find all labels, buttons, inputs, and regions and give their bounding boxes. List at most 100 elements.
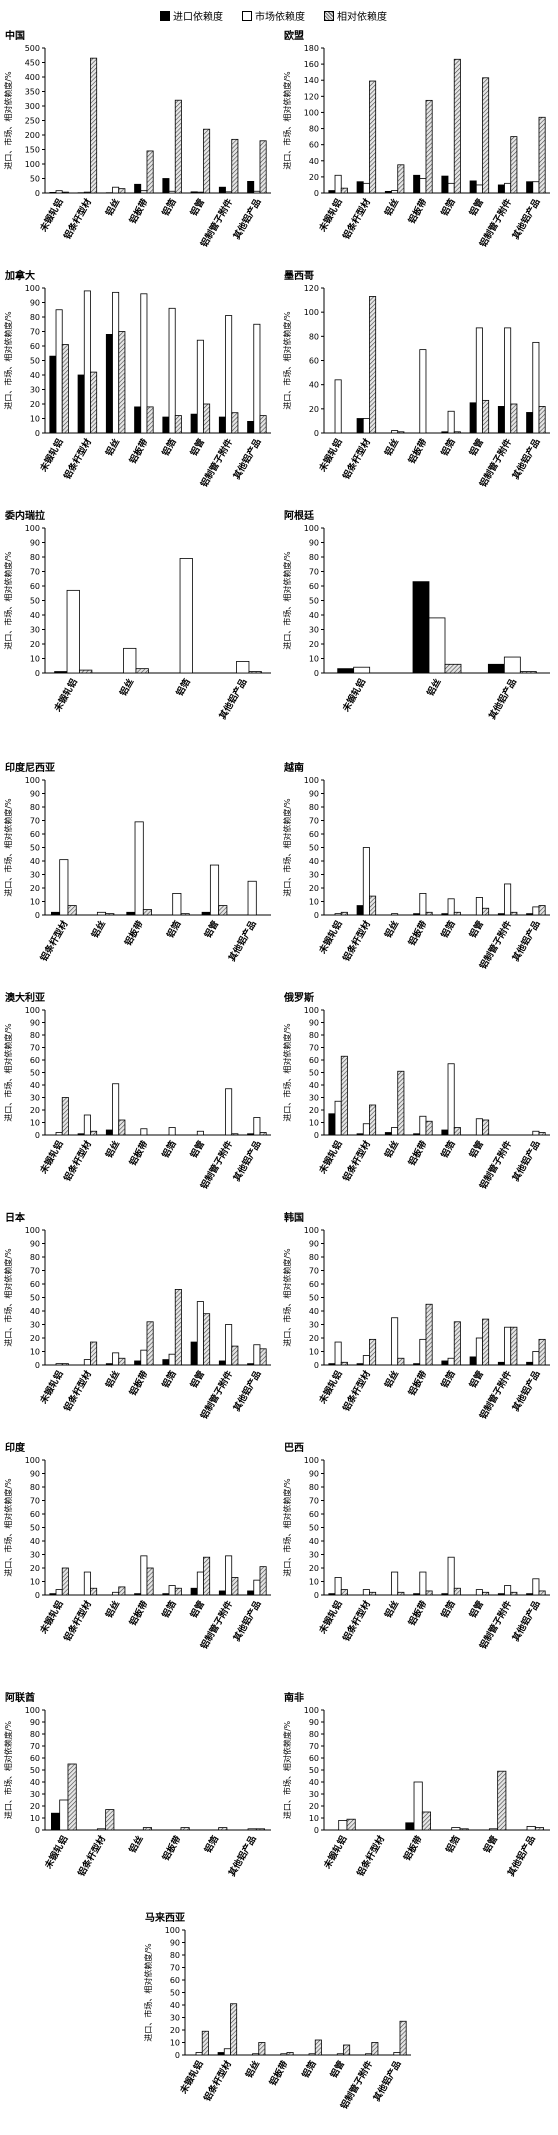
bar-relative	[67, 905, 77, 916]
bar-market	[504, 327, 512, 434]
y-tick-label: 10	[30, 898, 40, 907]
y-tick-label: 90	[30, 790, 40, 799]
x-tick-label: 铝箔	[438, 919, 457, 941]
bar-import	[487, 663, 505, 674]
x-tick-label: 铝丝	[103, 1599, 122, 1621]
x-tick-label: 铝丝	[103, 197, 122, 219]
bar-market	[475, 1589, 483, 1596]
y-axis-label: 进口、市场、相对依赖度/%	[3, 71, 13, 170]
y-tick-label: 140	[304, 76, 319, 85]
bar-relative	[142, 1827, 152, 1831]
bar-market	[247, 880, 257, 916]
bar-market	[419, 1115, 427, 1136]
y-tick-label: 80	[30, 1031, 40, 1040]
bar-relative	[231, 1345, 239, 1366]
bar-import	[247, 420, 255, 434]
x-tick-label: 其他铝产品	[510, 197, 543, 242]
y-tick-label: 90	[309, 790, 319, 799]
x-tick-label: 其他铝产品	[231, 437, 264, 482]
bar-market	[336, 2053, 344, 2056]
bar-import	[54, 671, 68, 674]
y-tick-label: 50	[30, 1524, 40, 1533]
x-tick-label: 铝丝	[424, 677, 443, 699]
bar-market	[247, 1828, 257, 1831]
x-tick-label: 铝管	[188, 1139, 207, 1161]
y-tick-label: 20	[309, 173, 319, 182]
chart-title: 加拿大	[4, 269, 35, 282]
y-tick-label: 20	[30, 1802, 40, 1811]
bar-market	[419, 178, 427, 194]
bar-import	[218, 186, 226, 194]
chart-title: 马来西亚	[145, 1911, 185, 1924]
y-tick-label: 100	[25, 284, 40, 293]
bar-import	[51, 1812, 61, 1831]
bar-market	[503, 656, 521, 674]
bar-market	[391, 1127, 399, 1136]
bar-market	[362, 1355, 370, 1366]
x-tick-label: 其他铝产品	[486, 677, 519, 722]
x-tick-label: 铝箔	[438, 437, 457, 459]
y-tick-label: 20	[30, 1106, 40, 1115]
bar-import	[328, 1113, 336, 1136]
bar-relative	[482, 399, 490, 434]
bar-relative	[90, 1341, 98, 1366]
y-tick-label: 20	[309, 1564, 319, 1573]
bar-import	[105, 1363, 113, 1366]
x-tick-label: 铝丝	[89, 919, 108, 941]
y-tick-label: 80	[30, 1253, 40, 1262]
bar-import	[49, 192, 57, 194]
bar-market	[168, 190, 176, 194]
bar-relative	[203, 128, 211, 194]
y-tick-label: 20	[309, 1106, 319, 1115]
bar-relative	[105, 913, 115, 916]
bar-market	[196, 191, 204, 194]
x-tick-label: 铝板带	[406, 1369, 430, 1398]
bar-relative	[340, 911, 348, 916]
y-tick-label: 70	[30, 1742, 40, 1751]
y-tick-label: 40	[30, 611, 40, 620]
bar-relative	[118, 331, 126, 434]
bar-import	[526, 1593, 534, 1596]
bar-relative	[146, 1321, 154, 1366]
y-tick-label: 120	[304, 92, 319, 101]
x-tick-label: 铝管	[467, 1599, 486, 1621]
bar-relative	[180, 913, 190, 916]
y-tick-label: 80	[30, 803, 40, 812]
y-tick-label: 60	[309, 830, 319, 839]
bar-import	[526, 412, 534, 434]
bar-relative	[510, 911, 518, 916]
bar-import	[497, 1593, 505, 1596]
y-tick-label: 20	[309, 1334, 319, 1343]
bar-market	[140, 1555, 148, 1596]
bar-market	[112, 291, 120, 434]
bar-market	[196, 1571, 204, 1596]
x-tick-label: 铝丝	[243, 2059, 262, 2081]
bar-import	[134, 183, 142, 194]
chart-panel: 南非 进口、市场、相对依赖度/% 0 10 20 30 40 50 60 70 80 90 100 未锻轧…	[279, 1690, 558, 1905]
y-axis-label: 进口、市场、相对依赖度/%	[3, 1478, 13, 1577]
bar-import	[77, 1133, 85, 1136]
bar-market	[55, 1589, 63, 1596]
x-tick-label: 铝箔	[438, 1599, 457, 1621]
y-tick-label: 40	[30, 1081, 40, 1090]
bar-relative	[146, 150, 154, 194]
bar-market	[391, 430, 399, 434]
bar-relative	[343, 2044, 351, 2056]
y-tick-label: 100	[304, 524, 319, 533]
y-tick-label: 30	[30, 871, 40, 880]
x-tick-label: 铝丝	[382, 1599, 401, 1621]
bar-market	[447, 1063, 455, 1136]
bar-relative	[118, 1119, 126, 1136]
x-tick-label: 未锻轧铝	[321, 1834, 350, 1872]
bar-relative	[231, 412, 239, 434]
legend-label-relative: 相对依赖度	[337, 12, 387, 23]
bar-import	[247, 1363, 255, 1366]
y-tick-label: 50	[30, 1069, 40, 1078]
bar-import	[162, 178, 170, 194]
y-tick-label: 30	[309, 1321, 319, 1330]
y-tick-label: 70	[30, 817, 40, 826]
x-tick-label: 铝丝	[382, 1139, 401, 1161]
